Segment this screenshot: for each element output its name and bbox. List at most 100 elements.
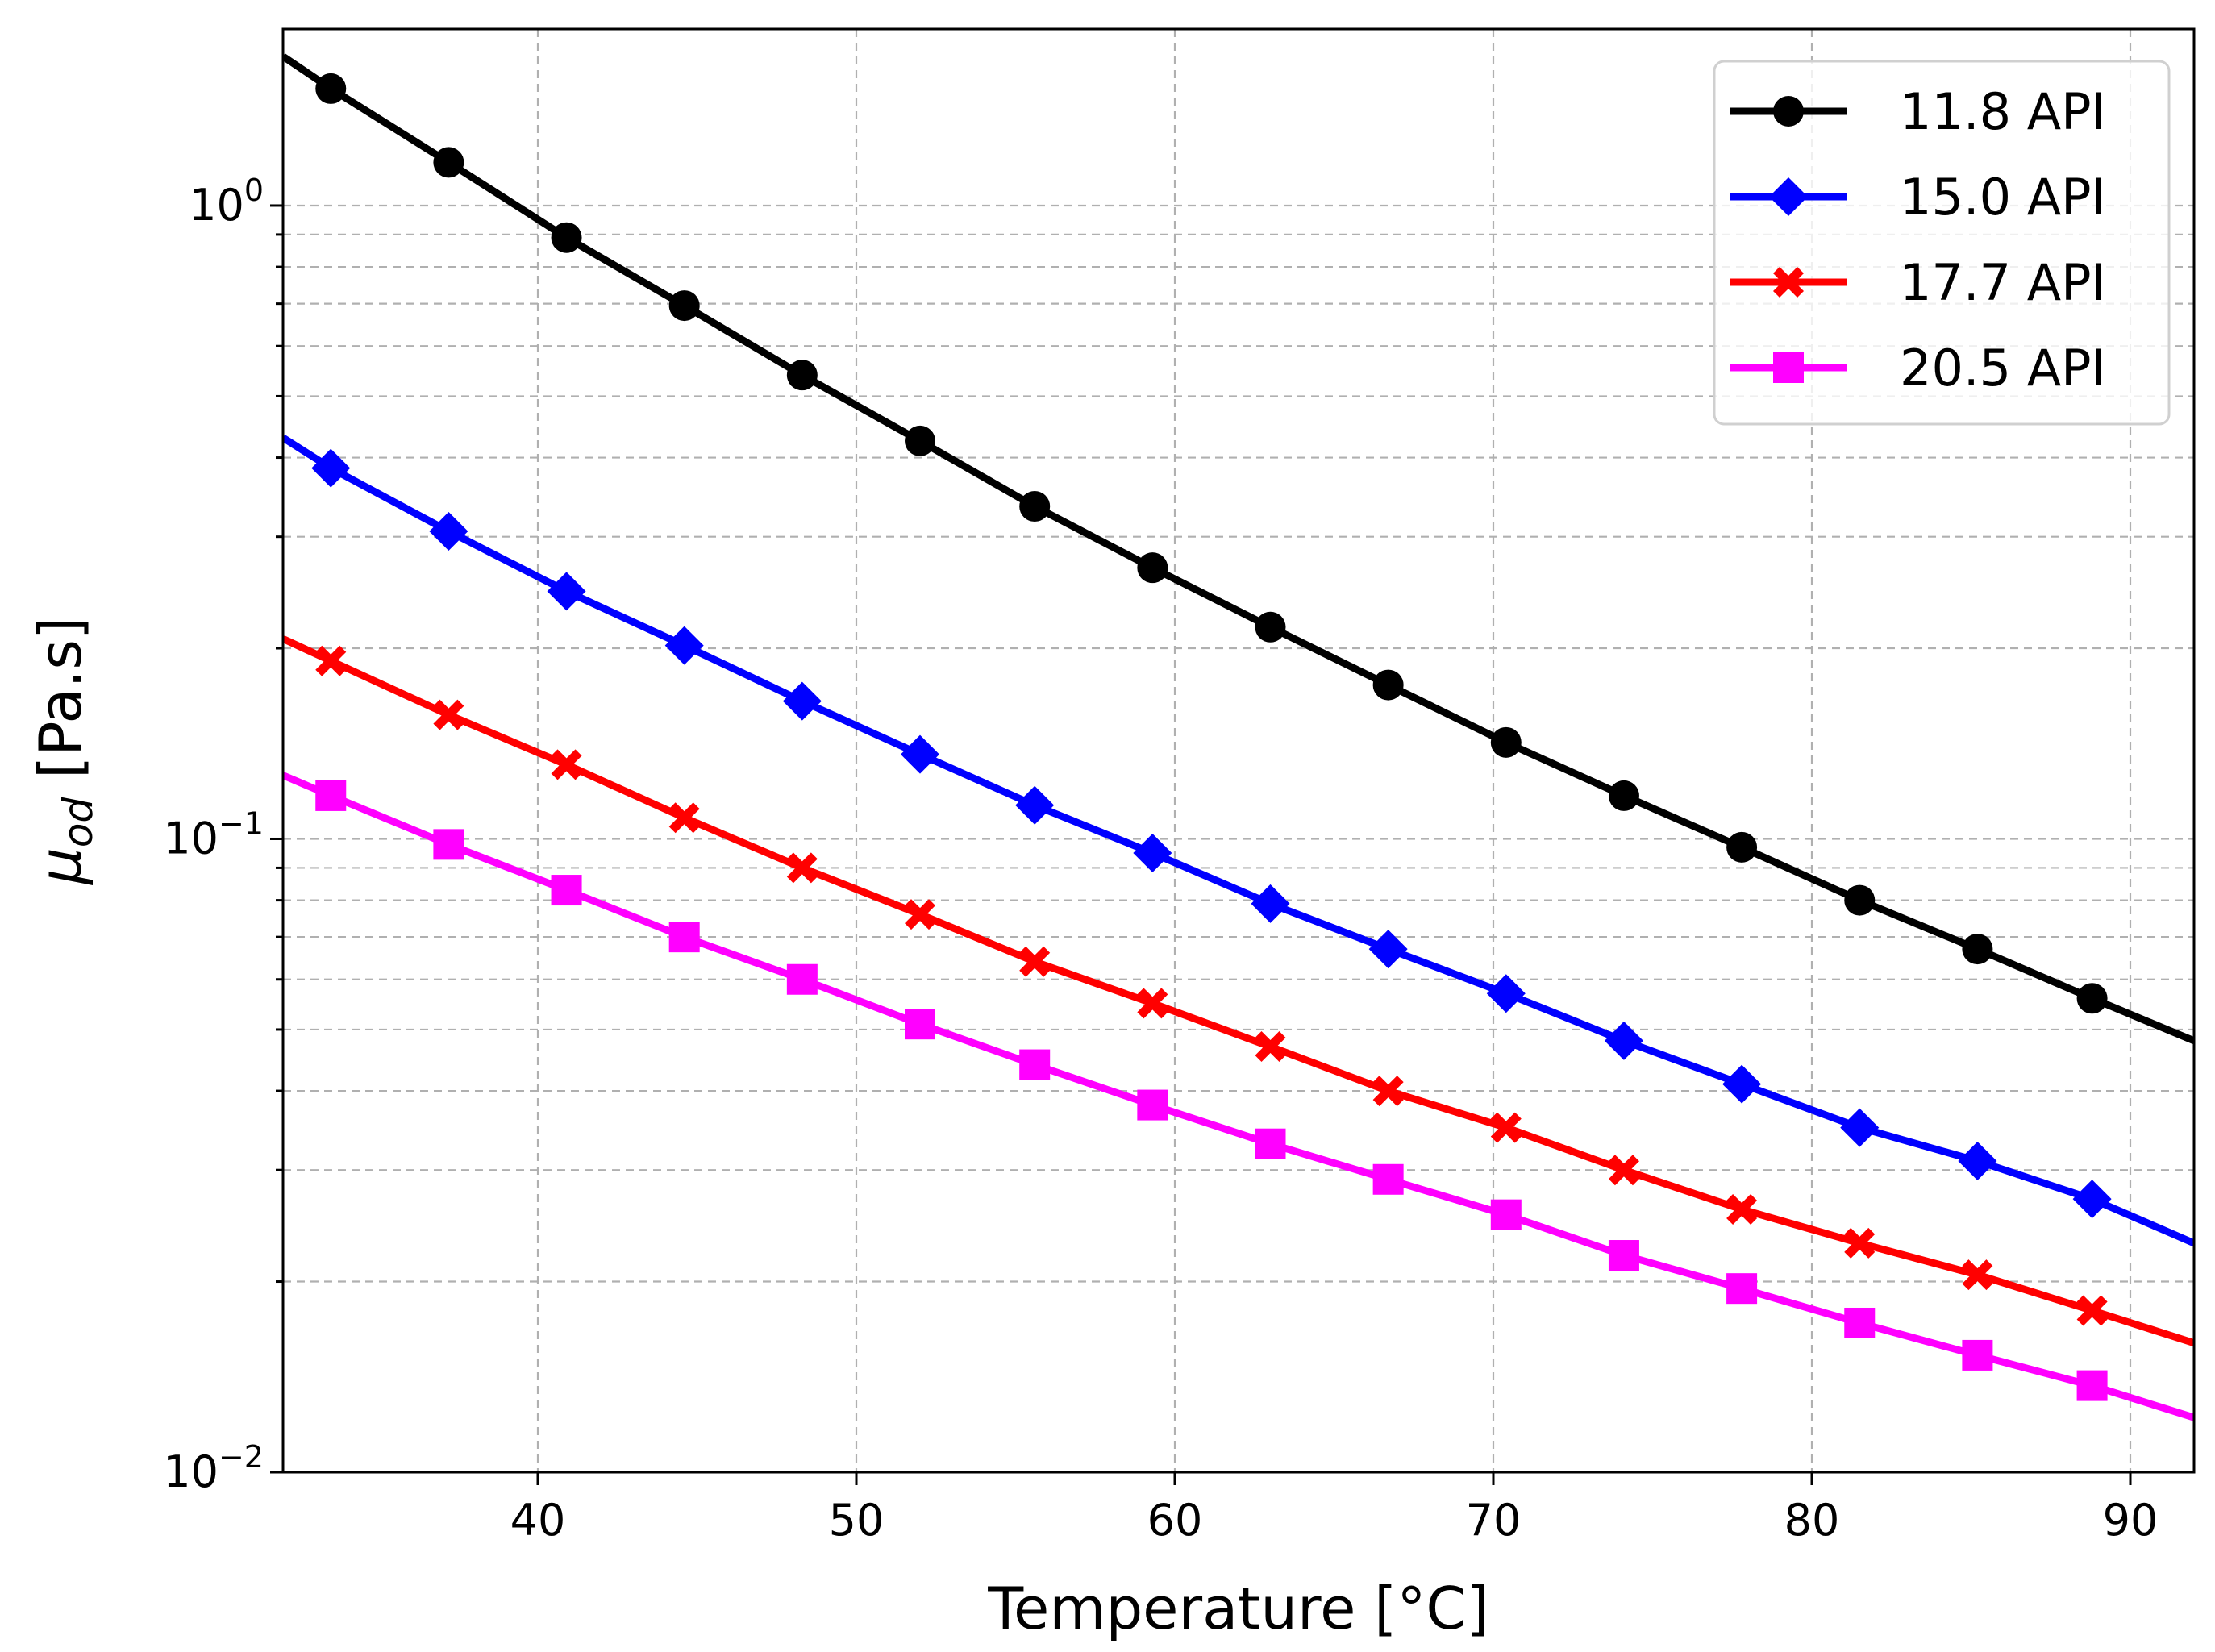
- legend-label: 20.5 API: [1900, 339, 2106, 397]
- series-point: [1844, 884, 1876, 916]
- y-tick-label-base: 10: [163, 1446, 219, 1497]
- y-tick-label-exponent: 0: [244, 173, 264, 208]
- legend-swatch-marker: [1773, 96, 1804, 127]
- series-point: [1726, 1273, 1758, 1305]
- series-point: [315, 645, 347, 676]
- legend: 11.8 API 15.0 API 17.7 API 20.5 API: [1713, 60, 2171, 426]
- series-point: [1486, 974, 1526, 1013]
- legend-box: [1713, 60, 2171, 426]
- legend-item: 15.0 API: [1730, 168, 2106, 227]
- y-tick-label-base: 10: [189, 180, 244, 231]
- series-point: [2076, 1370, 2108, 1401]
- series-point: [782, 681, 822, 721]
- series-point: [315, 780, 347, 811]
- series-point: [1251, 884, 1290, 923]
- series-point: [1372, 1163, 1404, 1195]
- y-tick-label: 10−1: [163, 805, 264, 863]
- series-point: [1019, 946, 1051, 977]
- series-point: [1844, 1227, 1876, 1259]
- series-point: [786, 963, 818, 995]
- series-point: [1133, 833, 1172, 872]
- series-point: [1372, 669, 1404, 701]
- legend-swatch-marker: [1769, 177, 1808, 216]
- plot-frame: [281, 27, 2196, 1474]
- series-point: [1490, 1112, 1522, 1143]
- legend-label: 15.0 API: [1900, 168, 2106, 227]
- series-point: [668, 802, 700, 834]
- x-tick-label: 60: [1147, 1495, 1203, 1546]
- series-point: [1255, 1031, 1286, 1063]
- series-point: [905, 425, 935, 456]
- series-point: [1137, 988, 1168, 1019]
- series-point: [1490, 1199, 1522, 1230]
- series-point: [1608, 780, 1639, 811]
- x-tick-label: 50: [829, 1495, 885, 1546]
- series-point: [1958, 1142, 1997, 1181]
- x-tick-label: 90: [2103, 1495, 2159, 1546]
- series-line: [283, 635, 2194, 1346]
- series-point: [2076, 1295, 2108, 1326]
- legend-item: 11.8 API: [1730, 82, 2106, 141]
- series-point: [1722, 1064, 1762, 1104]
- series-point: [2072, 1180, 2112, 1219]
- y-tick-label-exponent: −1: [219, 805, 264, 841]
- legend-item: 20.5 API: [1730, 339, 2106, 397]
- series-point: [311, 448, 351, 488]
- y-axis-label-symbol: μ: [27, 847, 94, 885]
- x-tick-label: 80: [1784, 1495, 1840, 1546]
- series-point: [547, 572, 586, 611]
- series-point: [1608, 1155, 1639, 1186]
- series-point: [1726, 831, 1758, 863]
- y-axis-label-subscript: od: [55, 797, 102, 848]
- series-point: [1372, 1076, 1404, 1107]
- series-point: [433, 147, 464, 178]
- series-point: [1962, 1259, 1993, 1291]
- series-point: [1490, 726, 1522, 758]
- series-point: [1962, 1339, 1993, 1371]
- y-axis-label: μod [Pa.s]: [27, 617, 102, 885]
- series-point: [668, 922, 700, 953]
- series-line: [283, 435, 2194, 1247]
- series-point: [786, 852, 818, 884]
- series-point: [429, 511, 468, 551]
- series-point: [668, 290, 700, 322]
- series-point: [905, 899, 935, 930]
- series-point: [1604, 1021, 1643, 1060]
- series-point: [551, 749, 582, 780]
- y-tick-label-exponent: −2: [219, 1439, 264, 1475]
- series-point: [1368, 930, 1408, 969]
- series-3: [283, 772, 2194, 1421]
- series-point: [1840, 1108, 1880, 1147]
- series-line: [283, 772, 2194, 1421]
- x-tick-label: 40: [510, 1495, 566, 1546]
- series-point: [551, 222, 582, 253]
- series-1: [283, 435, 2194, 1247]
- y-tick-label: 10−2: [163, 1439, 264, 1497]
- series-point: [1255, 611, 1286, 643]
- legend-swatch-marker: [1773, 267, 1804, 298]
- series-point: [2076, 983, 2108, 1014]
- series-point: [433, 829, 464, 860]
- series-point: [1137, 552, 1168, 584]
- series-point: [1844, 1307, 1876, 1338]
- series-point: [664, 626, 704, 665]
- series-point: [905, 1009, 935, 1040]
- series-point: [1608, 1240, 1639, 1271]
- legend-label: 11.8 API: [1900, 82, 2106, 141]
- series-layer: [283, 53, 2194, 1421]
- series-point: [315, 73, 347, 104]
- x-tick-label: 70: [1466, 1495, 1522, 1546]
- series-2: [283, 635, 2194, 1346]
- series-line: [283, 53, 2194, 1045]
- series-point: [1255, 1128, 1286, 1159]
- series-point: [1019, 491, 1051, 522]
- series-point: [1962, 934, 1993, 965]
- y-tick-label: 100: [189, 173, 264, 231]
- legend-swatch-marker: [1773, 352, 1804, 383]
- series-point: [1726, 1194, 1758, 1225]
- series-point: [901, 734, 939, 774]
- x-axis-label: Temperature [°C]: [987, 1575, 1488, 1642]
- series-0: [283, 53, 2194, 1045]
